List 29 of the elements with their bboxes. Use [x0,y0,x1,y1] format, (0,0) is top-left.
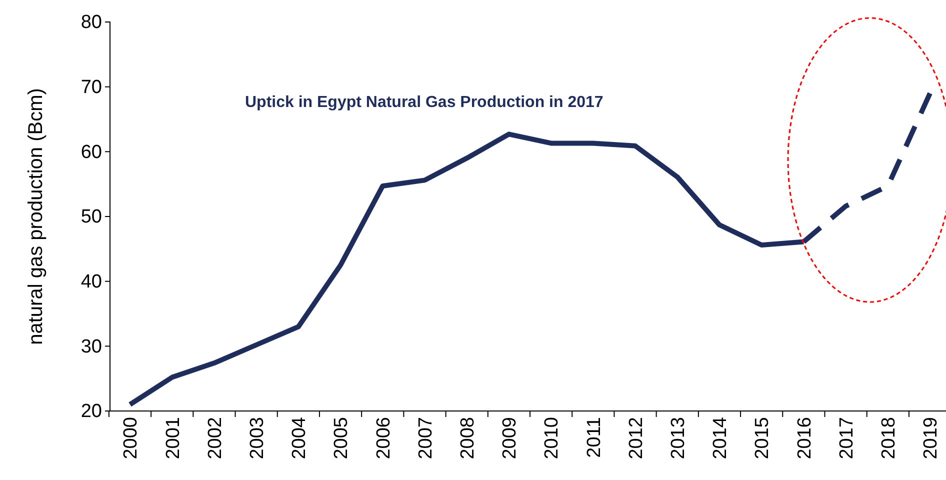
x-tick-label: 2005 [331,417,352,460]
x-tick-label: 2013 [668,417,690,460]
x-tick-label: 2002 [204,417,226,460]
x-tick-label: 2015 [752,417,774,460]
x-tick-label: 2006 [373,417,394,460]
x-tick-label: 2010 [542,417,563,460]
annotation: Uptick in Egypt Natural Gas Production in 2017 [245,94,604,111]
x-tick-label: 2001 [162,417,184,460]
x-tick-label: 2018 [878,417,900,460]
x-tick-label: 2019 [920,417,942,460]
x-tick-label: 2000 [120,417,142,460]
y-tick-label: 50 [80,206,102,228]
y-axis-title: natural gas production (Bcm) [25,88,47,345]
x-tick-label: 2003 [246,417,268,460]
y-tick-label: 30 [80,336,102,358]
y-tick-label: 80 [80,12,102,34]
x-tick-label: 2017 [836,417,858,460]
x-tick-label: 2009 [500,417,521,460]
x-tick-label: 2011 [584,417,605,458]
y-tick-label: 20 [80,401,102,422]
x-tick-label: 2012 [626,417,647,460]
x-tick-label: 2007 [415,417,436,460]
y-tick-label: 60 [80,142,102,163]
x-tick-label: 2004 [289,416,310,460]
x-tick-label: 2016 [794,417,816,460]
x-tick-label: 2008 [457,417,478,460]
x-tick-label: 2014 [710,416,732,460]
y-tick-label: 40 [80,271,102,292]
y-tick-label: 70 [80,76,102,98]
